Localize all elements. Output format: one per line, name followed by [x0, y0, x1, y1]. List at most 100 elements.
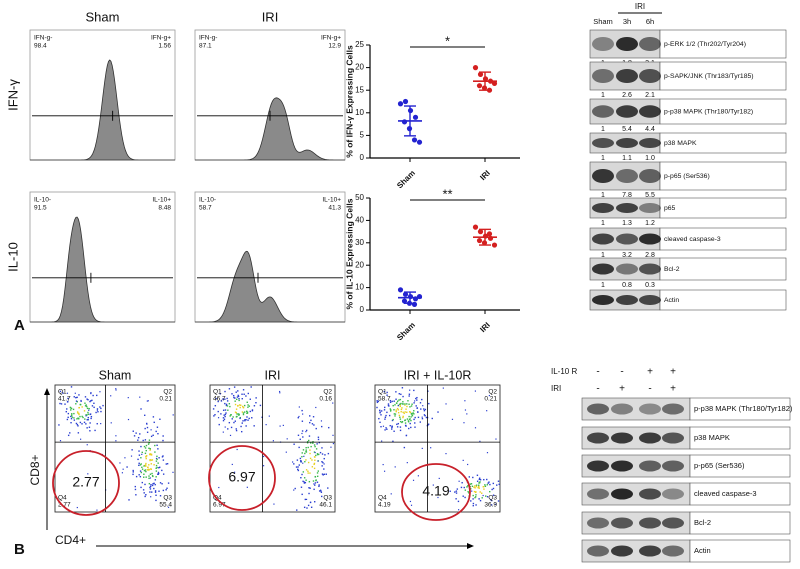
- event-dot: [259, 404, 262, 407]
- event-dot: [395, 391, 397, 393]
- event-dot: [291, 461, 294, 463]
- event-dot: [461, 482, 463, 484]
- event-dot: [410, 504, 413, 506]
- blot-band: [639, 233, 661, 245]
- event-dot: [265, 424, 267, 426]
- blot-band: [592, 138, 614, 148]
- event-dot: [442, 387, 444, 389]
- event-dot: [309, 415, 311, 417]
- event-dot: [298, 446, 300, 449]
- blot-band: [587, 403, 609, 415]
- event-dot: [155, 464, 158, 467]
- blot-band: [592, 69, 614, 83]
- event-dot: [490, 504, 493, 506]
- event-dot: [303, 477, 306, 479]
- event-dot: [144, 447, 147, 449]
- event-dot: [308, 435, 311, 437]
- event-dot: [399, 403, 401, 405]
- event-dot: [384, 418, 386, 420]
- blot-row-label: p-p65 (Ser536): [664, 173, 710, 180]
- event-dot: [477, 486, 479, 489]
- row-label: IFN-γ: [5, 79, 20, 111]
- plot-title: IRI: [265, 368, 281, 382]
- event-dot: [230, 414, 232, 416]
- event-dot: [172, 414, 174, 416]
- event-dot: [438, 477, 440, 480]
- gate-label: IFN-g+: [321, 35, 341, 42]
- event-dot: [126, 466, 128, 468]
- event-dot: [470, 500, 472, 502]
- event-dot: [393, 400, 395, 402]
- event-dot: [310, 501, 312, 503]
- event-dot: [321, 465, 323, 467]
- event-dot: [414, 426, 416, 428]
- event-dot: [327, 487, 329, 489]
- event-dot: [309, 452, 311, 455]
- event-dot: [303, 482, 306, 484]
- event-dot: [248, 405, 251, 407]
- event-dot: [320, 491, 323, 493]
- event-dot: [224, 398, 226, 400]
- quadrant-value: 58.7: [378, 396, 391, 403]
- event-dot: [303, 506, 306, 509]
- event-dot: [152, 434, 154, 436]
- event-dot: [462, 459, 464, 461]
- event-dot: [302, 436, 304, 438]
- event-dot: [406, 462, 408, 464]
- event-dot: [297, 416, 299, 419]
- event-dot: [307, 446, 309, 449]
- blot-row-label: Bcl-2: [694, 518, 711, 527]
- event-dot: [402, 416, 404, 419]
- event-dot: [399, 429, 402, 432]
- event-dot: [398, 399, 400, 401]
- event-dot: [458, 509, 460, 511]
- y-axis-label: % of IL-10 Expressing Cells: [344, 198, 354, 309]
- event-dot: [454, 491, 456, 493]
- event-dot: [141, 466, 143, 469]
- event-dot: [393, 409, 395, 411]
- event-dot: [96, 423, 98, 425]
- event-dot: [308, 480, 311, 483]
- event-dot: [316, 475, 319, 478]
- blot-band: [639, 432, 661, 444]
- event-dot: [497, 480, 500, 482]
- gate-label: IL-10+: [322, 197, 341, 204]
- quadrant-value: 55.4: [159, 502, 172, 509]
- event-dot: [149, 453, 152, 456]
- event-dot: [389, 399, 392, 402]
- event-dot: [90, 400, 92, 402]
- event-dot: [478, 482, 481, 484]
- event-dot: [166, 463, 169, 465]
- blot-row-label: p38 MAPK: [664, 140, 697, 147]
- blot-label-box: [659, 29, 787, 59]
- event-dot: [232, 394, 235, 397]
- event-dot: [78, 394, 80, 396]
- event-dot: [484, 485, 487, 488]
- blot-band: [639, 517, 661, 529]
- event-dot: [73, 396, 75, 398]
- event-dot: [145, 462, 147, 465]
- event-dot: [382, 463, 384, 466]
- event-dot: [167, 506, 170, 508]
- event-dot: [328, 426, 330, 429]
- blot-band: [639, 169, 661, 183]
- event-dot: [400, 393, 402, 396]
- event-dot: [141, 451, 143, 454]
- blot-quant: 1.0: [645, 155, 655, 162]
- event-dot: [457, 500, 460, 503]
- event-dot: [475, 504, 477, 506]
- event-dot: [238, 413, 240, 416]
- event-dot: [408, 393, 411, 395]
- y-tick-label: 0: [360, 305, 365, 314]
- event-dot: [157, 473, 160, 475]
- event-dot: [149, 477, 152, 479]
- event-dot: [424, 408, 427, 411]
- event-dot: [317, 436, 320, 438]
- quadrant-value: 0.21: [484, 396, 497, 403]
- event-dot: [456, 488, 459, 490]
- event-dot: [85, 404, 87, 406]
- event-dot: [482, 494, 484, 497]
- event-dot: [301, 473, 303, 476]
- event-dot: [458, 480, 460, 482]
- event-dot: [491, 500, 493, 502]
